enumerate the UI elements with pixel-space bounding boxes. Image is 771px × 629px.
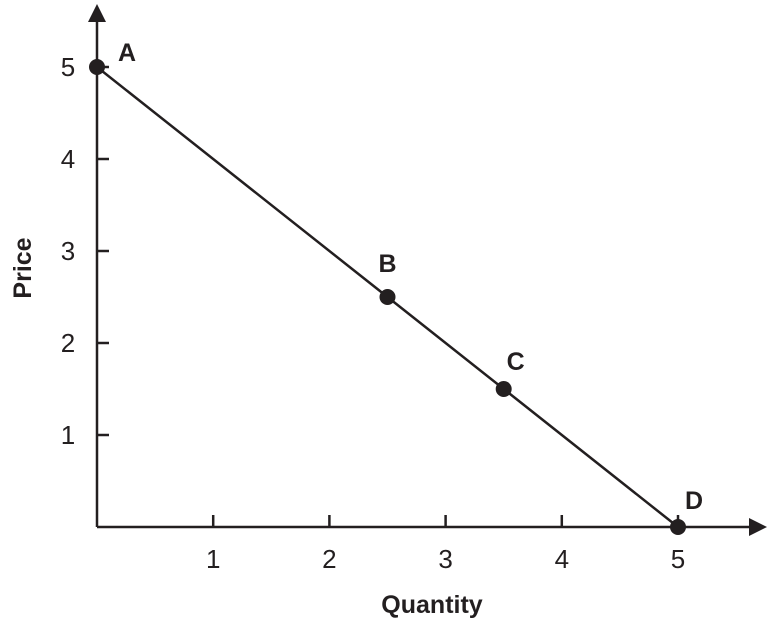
point-label: D <box>685 487 703 515</box>
point-b <box>379 289 396 305</box>
y-tick-label: 3 <box>61 236 75 266</box>
x-axis-arrow <box>749 518 767 536</box>
x-tick-label: 3 <box>438 544 452 574</box>
demand-line <box>96 66 679 528</box>
x-tick-label: 1 <box>206 544 220 574</box>
y-tick-label: 2 <box>61 328 75 358</box>
y-axis-arrow <box>88 4 106 22</box>
x-tick-label: 4 <box>555 544 569 574</box>
y-tick-label: 4 <box>61 144 75 174</box>
point-c <box>495 381 512 397</box>
point-label: B <box>378 250 396 278</box>
x-tick-label: 2 <box>322 544 336 574</box>
x-axis-label: Quantity <box>381 591 482 619</box>
y-tick-label: 5 <box>61 52 75 82</box>
axes <box>88 4 767 536</box>
y-tick-label: 1 <box>61 420 75 450</box>
y-axis-label: Price <box>9 237 37 298</box>
point-label: A <box>118 39 136 67</box>
point-d <box>670 519 686 535</box>
x-tick-label: 5 <box>671 544 685 574</box>
point-label: C <box>507 348 525 376</box>
point-a <box>89 59 105 75</box>
